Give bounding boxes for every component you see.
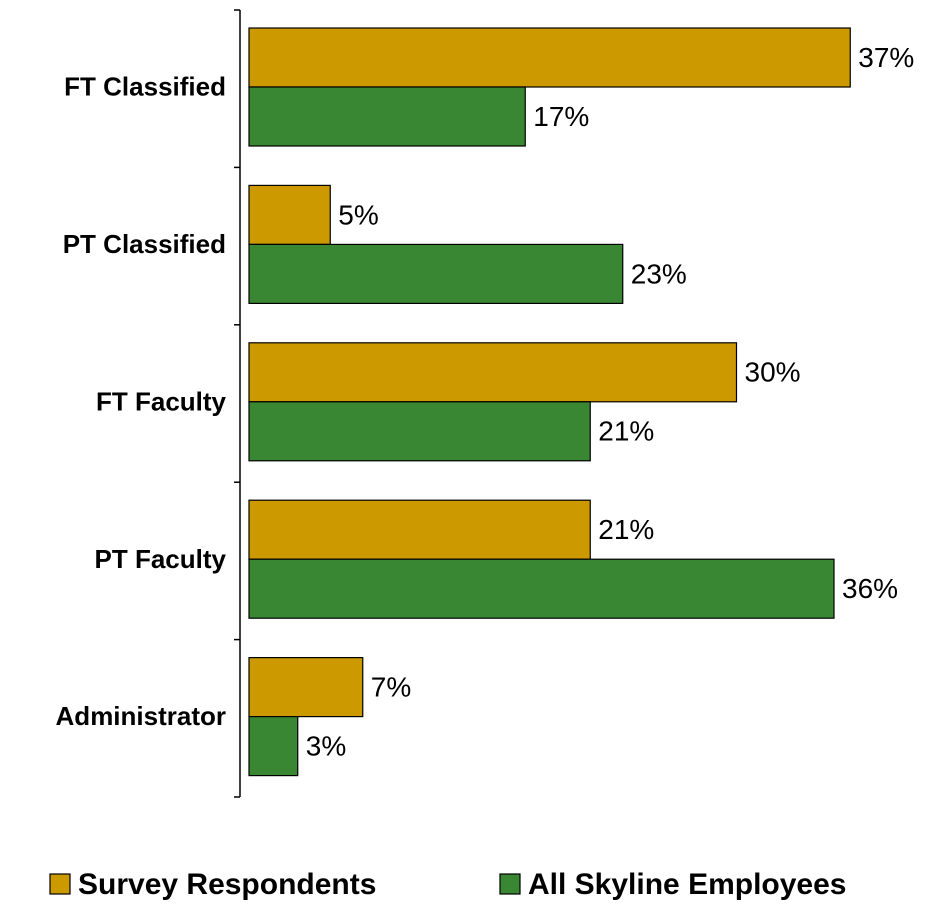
legend-label: All Skyline Employees bbox=[528, 868, 846, 901]
bar bbox=[248, 342, 738, 403]
value-label: 21% bbox=[598, 514, 654, 545]
bar bbox=[248, 499, 591, 560]
bar bbox=[248, 184, 331, 245]
value-label: 37% bbox=[858, 42, 914, 73]
value-label: 36% bbox=[842, 573, 898, 604]
bar bbox=[248, 86, 526, 147]
category-label: PT Faculty bbox=[95, 544, 227, 574]
bar bbox=[248, 558, 835, 619]
category-label: Administrator bbox=[56, 701, 226, 731]
bar bbox=[248, 27, 851, 88]
value-label: 5% bbox=[338, 199, 378, 230]
bar bbox=[248, 243, 624, 304]
category-label: PT Classified bbox=[63, 229, 226, 259]
legend-label: Survey Respondents bbox=[78, 868, 376, 901]
legend-swatch bbox=[49, 873, 71, 895]
value-label: 17% bbox=[533, 101, 589, 132]
legend-swatch bbox=[499, 873, 521, 895]
category-label: FT Classified bbox=[64, 72, 226, 102]
value-label: 7% bbox=[371, 671, 411, 702]
bar bbox=[248, 656, 364, 718]
value-label: 30% bbox=[745, 357, 801, 388]
bar bbox=[248, 715, 299, 777]
category-label: FT Faculty bbox=[96, 386, 227, 416]
value-label: 3% bbox=[306, 730, 346, 761]
value-label: 21% bbox=[598, 416, 654, 447]
bar bbox=[248, 401, 591, 462]
value-label: 23% bbox=[631, 258, 687, 289]
